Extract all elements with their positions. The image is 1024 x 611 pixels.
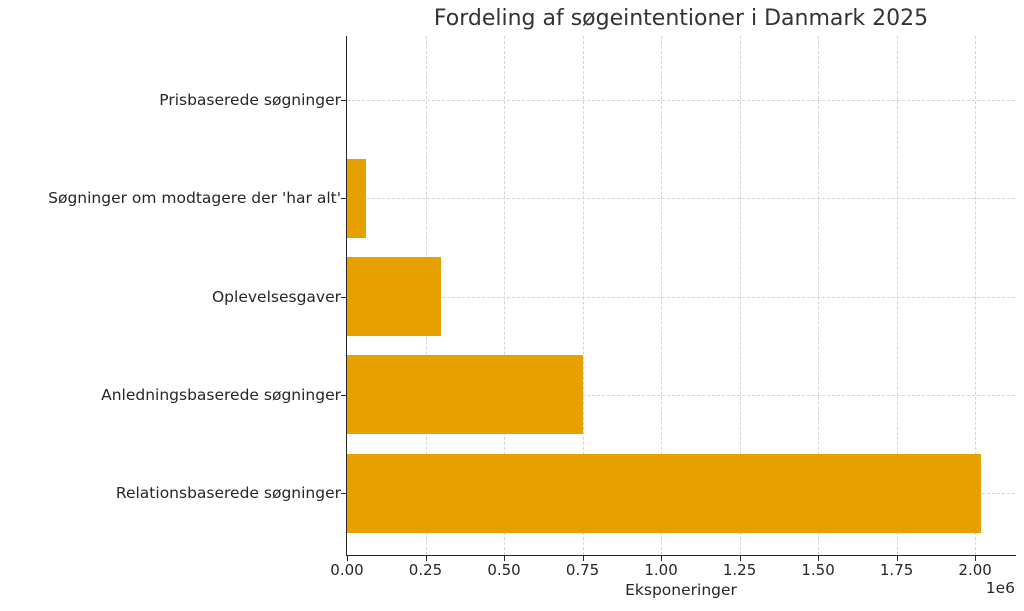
x-gridline xyxy=(504,36,506,555)
y-tick-mark xyxy=(341,296,346,298)
x-tick-label: 0.75 xyxy=(565,561,600,579)
y-tick-mark xyxy=(341,394,346,396)
x-tick-label: 1.25 xyxy=(722,561,757,579)
x-tick-label: 0.00 xyxy=(330,561,364,579)
bar xyxy=(347,257,442,337)
x-tick-mark xyxy=(896,556,898,561)
y-gridline xyxy=(347,198,1015,200)
x-tick-mark xyxy=(739,556,741,561)
y-tick-label: Oplevelsesgaver xyxy=(211,287,341,306)
x-tick-label: 0.25 xyxy=(408,561,443,579)
x-gridline xyxy=(582,36,584,555)
x-tick-mark xyxy=(818,556,820,561)
y-tick-label: Anledningsbaserede søgninger xyxy=(101,385,341,404)
y-tick-label: Relationsbaserede søgninger xyxy=(115,484,341,502)
x-gridline xyxy=(975,36,977,555)
x-gridline xyxy=(896,36,898,555)
x-tick-label: 0.50 xyxy=(487,561,521,579)
x-tick-mark xyxy=(347,556,348,561)
y-tick-label: Prisbaserede søgninger xyxy=(159,91,341,110)
chart-title: Fordeling af søgeintentioner i Danmark 2… xyxy=(433,6,929,31)
y-tick-label: Søgninger om modtagere der 'har alt' xyxy=(48,189,341,208)
bar xyxy=(347,355,583,435)
x-tick-label: 1.75 xyxy=(879,561,914,579)
x-tick-mark xyxy=(425,556,427,561)
plot-area xyxy=(347,36,1015,555)
y-tick-mark xyxy=(341,493,346,494)
x-gridline xyxy=(739,36,741,555)
x-tick-mark xyxy=(582,556,584,561)
y-gridline xyxy=(347,394,1015,396)
y-gridline xyxy=(347,100,1015,102)
y-gridline xyxy=(347,296,1015,298)
y-axis-spine xyxy=(346,36,348,556)
x-tick-label: 2.00 xyxy=(958,561,992,579)
x-axis-spine xyxy=(346,555,1016,557)
y-tick-mark xyxy=(341,100,346,102)
x-gridline xyxy=(818,36,820,555)
x-axis-title: Eksponeringer xyxy=(625,581,737,599)
x-tick-mark xyxy=(504,556,506,561)
x-tick-label: 1.50 xyxy=(801,561,835,579)
x-gridline xyxy=(661,36,663,555)
bar xyxy=(347,158,366,238)
x-axis-offset-label: 1e6 xyxy=(985,579,1015,597)
x-tick-label: 1.00 xyxy=(644,561,678,579)
y-tick-mark xyxy=(341,198,346,200)
bar xyxy=(347,453,982,533)
x-tick-mark xyxy=(975,556,977,561)
x-tick-mark xyxy=(661,556,663,561)
